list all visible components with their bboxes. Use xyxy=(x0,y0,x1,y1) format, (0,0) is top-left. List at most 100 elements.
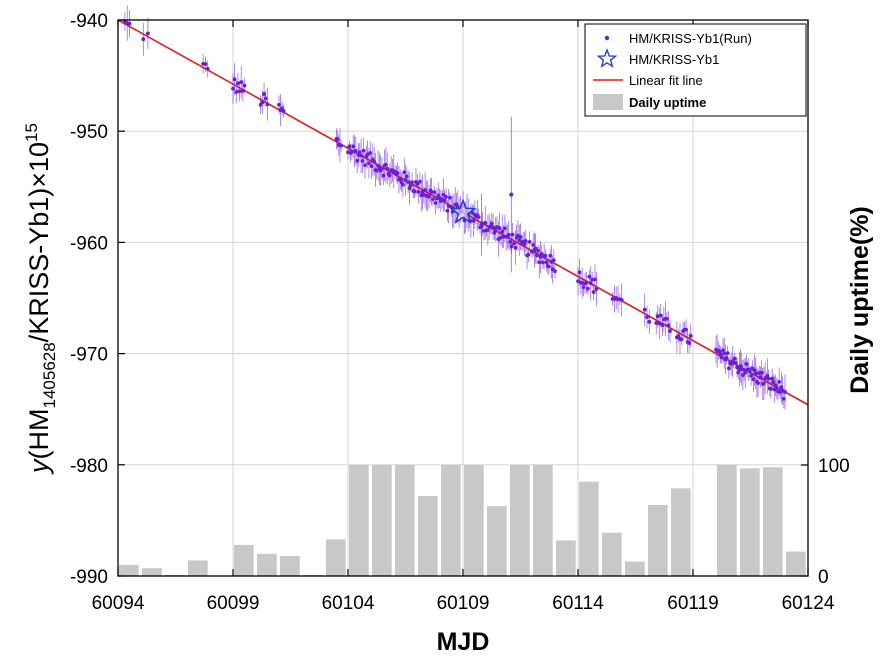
run-point xyxy=(240,88,245,93)
uptime-bar xyxy=(464,465,484,576)
y-label-mid: /KRISS-Yb1)×10 xyxy=(24,142,54,342)
run-point xyxy=(355,158,360,163)
y-tick-label: -970 xyxy=(70,345,108,366)
legend-star-icon xyxy=(596,48,618,68)
star-marker-layer xyxy=(449,198,477,224)
uptime-bar xyxy=(395,465,415,576)
run-point xyxy=(448,195,452,200)
run-point xyxy=(445,208,450,213)
uptime-bar xyxy=(740,468,760,576)
run-point xyxy=(432,190,437,195)
run-point xyxy=(262,92,266,96)
uptime-bar xyxy=(579,481,599,576)
run-point xyxy=(141,37,146,42)
y-tick-label: -940 xyxy=(70,11,108,32)
uptime-bar xyxy=(487,506,507,576)
run-point xyxy=(551,258,556,263)
run-point xyxy=(553,269,557,274)
run-point xyxy=(277,102,281,107)
x-tick-label: 60104 xyxy=(322,593,375,614)
legend-run-dot xyxy=(604,35,610,41)
star-marker xyxy=(449,198,477,224)
run-point xyxy=(236,81,240,86)
run-point xyxy=(237,89,242,94)
run-point xyxy=(444,195,448,199)
run-point xyxy=(353,148,358,153)
uptime-bar xyxy=(418,496,438,576)
uptime-bar xyxy=(188,560,208,576)
run-point xyxy=(642,307,647,312)
x-tick-label: 60119 xyxy=(667,593,718,614)
run-point xyxy=(372,159,377,164)
run-point xyxy=(594,287,599,291)
legend-star-label: HM/KRISS-Yb1 xyxy=(629,52,719,67)
uptime-bar xyxy=(257,553,277,576)
uptime-bar xyxy=(234,544,254,576)
x-tick-label: 60114 xyxy=(552,593,604,614)
y-tick-label: -990 xyxy=(70,567,108,588)
run-point xyxy=(539,251,544,256)
run-point xyxy=(260,100,265,105)
run-point xyxy=(658,313,663,318)
run-point xyxy=(127,21,132,26)
uptime-bar xyxy=(142,568,162,576)
run-point xyxy=(577,270,582,275)
run-point xyxy=(239,80,244,85)
x-tick-label: 60124 xyxy=(782,593,835,614)
run-point xyxy=(645,315,649,320)
run-point xyxy=(361,148,366,153)
run-point xyxy=(492,230,497,235)
run-point xyxy=(497,226,502,231)
x-axis-label: MJD xyxy=(437,628,490,656)
run-point xyxy=(489,221,494,226)
run-point xyxy=(502,226,507,231)
x-tick-label: 60094 xyxy=(92,593,145,614)
run-point xyxy=(590,277,595,282)
run-point xyxy=(660,323,665,328)
run-points xyxy=(123,5,787,410)
run-point xyxy=(359,153,363,158)
run-point xyxy=(526,252,531,257)
run-point xyxy=(581,285,586,290)
run-point xyxy=(679,337,684,342)
run-point xyxy=(668,329,672,333)
outlier-point xyxy=(509,192,514,197)
uptime-bar xyxy=(349,465,369,576)
uptime-bar xyxy=(556,540,576,576)
run-point xyxy=(580,281,585,285)
uptime-bar xyxy=(671,488,691,576)
run-point xyxy=(374,168,379,173)
uptime-bar xyxy=(119,564,139,576)
run-point xyxy=(654,321,659,325)
run-point xyxy=(441,192,446,197)
run-point xyxy=(518,235,523,239)
y-label-sup: 15 xyxy=(22,123,41,142)
y-tick-label: -950 xyxy=(70,122,108,143)
run-point xyxy=(527,239,532,244)
run-point xyxy=(381,173,386,178)
run-point xyxy=(655,314,660,319)
run-point xyxy=(234,90,239,94)
run-point xyxy=(369,164,374,169)
axes-ticks: 60094 60099 60104 60109 60114 60119 60124 -940 -… xyxy=(70,11,850,614)
run-point xyxy=(339,143,343,148)
run-point xyxy=(591,290,596,294)
run-point xyxy=(471,219,476,223)
run-point xyxy=(688,334,693,338)
run-point xyxy=(395,171,400,176)
run-point xyxy=(647,319,652,324)
uptime-bar xyxy=(625,561,645,576)
run-point xyxy=(408,183,413,188)
legend-fit-label: Linear fit line xyxy=(629,73,703,88)
run-point xyxy=(347,144,352,149)
run-point xyxy=(423,188,428,192)
uptime-bar xyxy=(441,465,461,576)
y-tick-label: -960 xyxy=(70,233,108,254)
run-point xyxy=(517,238,522,243)
uptime-bar xyxy=(648,504,668,576)
uptime-bar xyxy=(510,465,530,576)
legend-run-label: HM/KRISS-Yb1(Run) xyxy=(629,31,752,46)
run-point xyxy=(513,245,518,250)
run-point xyxy=(415,181,420,186)
